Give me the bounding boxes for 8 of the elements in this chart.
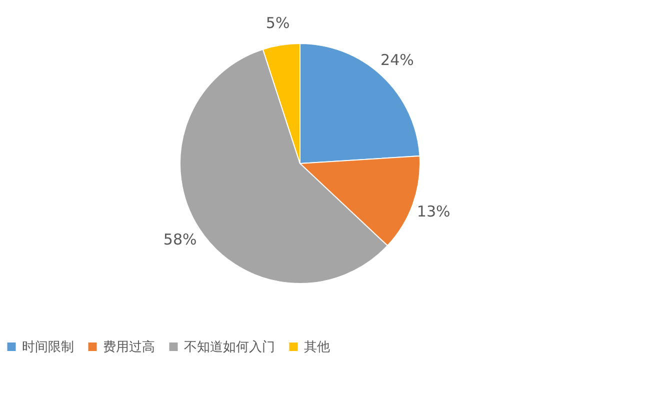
legend-label: 费用过高 xyxy=(103,338,155,355)
data-label: 24% xyxy=(380,50,414,69)
data-label: 5% xyxy=(266,14,290,32)
data-label: 58% xyxy=(163,230,197,249)
legend-label: 其他 xyxy=(304,340,330,355)
legend-label: 时间限制 xyxy=(22,340,74,355)
data-label: 13% xyxy=(416,202,450,221)
legend-label: 不知道如何入门 xyxy=(184,338,275,355)
